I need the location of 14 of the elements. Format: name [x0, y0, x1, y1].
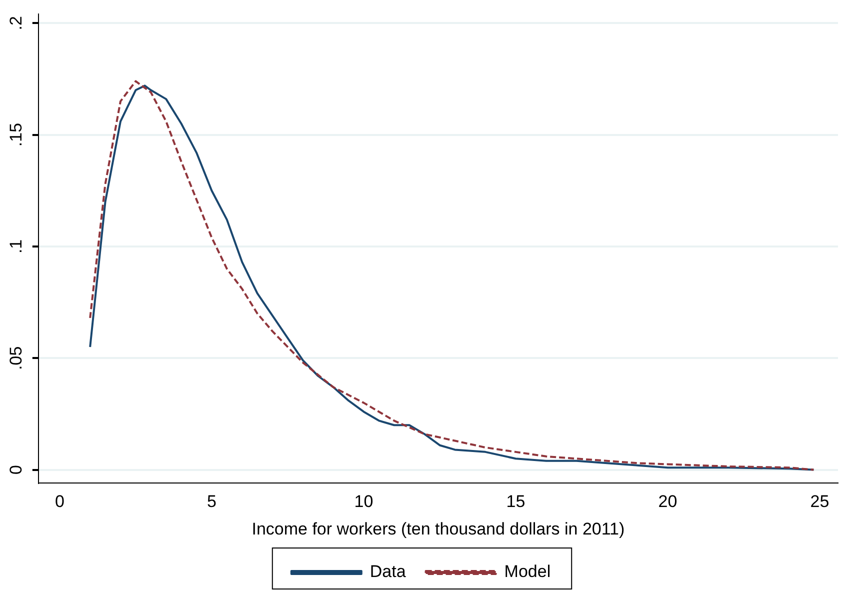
x-tick-label: 5	[206, 492, 216, 512]
x-tick-label: 0	[54, 492, 64, 512]
x-axis-title: Income for workers (ten thousand dollars in 2011)	[252, 519, 625, 538]
y-tick-label: .2	[6, 16, 26, 30]
x-tick-label: 25	[810, 492, 830, 512]
legend-label: Data	[370, 562, 406, 582]
x-tick-label: 15	[506, 492, 526, 512]
y-tick-label: .15	[6, 122, 26, 147]
y-tick-label: .05	[6, 346, 26, 370]
legend-label: Model	[504, 562, 551, 582]
x-tick-label: 10	[354, 492, 374, 512]
y-tick-label: 0	[6, 465, 26, 475]
y-tick-label: .1	[6, 239, 26, 254]
x-tick-label: 20	[658, 492, 678, 512]
